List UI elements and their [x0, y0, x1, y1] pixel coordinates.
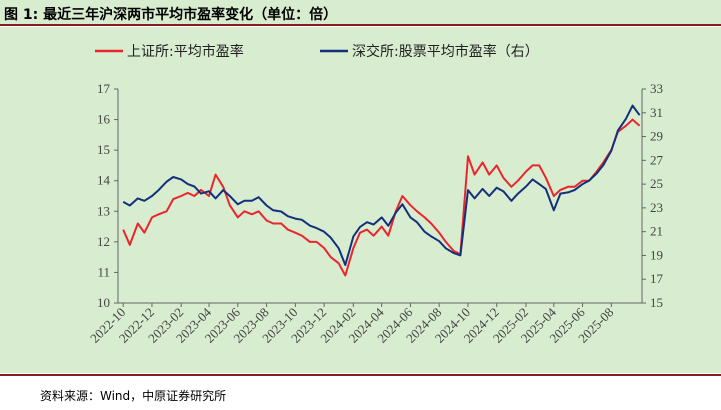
right-tick-label: 29 — [650, 129, 663, 144]
right-tick-label: 17 — [650, 271, 664, 286]
series-line-1 — [122, 118, 641, 277]
axes — [114, 88, 646, 307]
series-line-2 — [122, 104, 641, 266]
right-tick-label: 19 — [650, 247, 663, 262]
chart-title: 图 1: 最近三年沪深两市平均市盈率变化（单位：倍） — [4, 7, 338, 23]
left-tick-label: 17 — [97, 81, 111, 96]
footer-divider — [0, 374, 721, 376]
title-bar: 图 1: 最近三年沪深两市平均市盈率变化（单位：倍） — [0, 0, 721, 26]
source-note: 资料来源：Wind，中原证券研究所 — [40, 389, 227, 403]
plot-background — [0, 27, 721, 373]
left-tick-label: 10 — [97, 295, 110, 310]
legend-label-1: 上证所:平均市盈率 — [127, 43, 244, 60]
right-tick-label: 15 — [650, 295, 663, 310]
right-tick-label: 21 — [650, 224, 663, 239]
series-lines — [122, 104, 641, 277]
legend-label-2: 深交所:股票平均市盈率（右） — [352, 43, 539, 60]
legend: 上证所:平均市盈率 深交所:股票平均市盈率（右） — [95, 43, 539, 60]
left-tick-label: 16 — [97, 112, 111, 127]
left-tick-label: 12 — [97, 234, 110, 249]
right-tick-label: 31 — [650, 105, 663, 120]
tick-labels: 1011121314151617151719212325272931332022… — [87, 81, 663, 346]
right-tick-label: 25 — [650, 176, 663, 191]
right-tick-label: 33 — [650, 81, 663, 96]
right-tick-label: 23 — [650, 200, 663, 215]
left-tick-label: 13 — [97, 203, 110, 218]
left-tick-label: 11 — [97, 264, 110, 279]
left-tick-label: 14 — [97, 173, 111, 188]
right-tick-label: 27 — [650, 152, 664, 167]
left-tick-label: 15 — [97, 142, 110, 157]
line-chart: 上证所:平均市盈率 深交所:股票平均市盈率（右） 10 11 12 13 14 15 16 17… — [87, 43, 663, 346]
